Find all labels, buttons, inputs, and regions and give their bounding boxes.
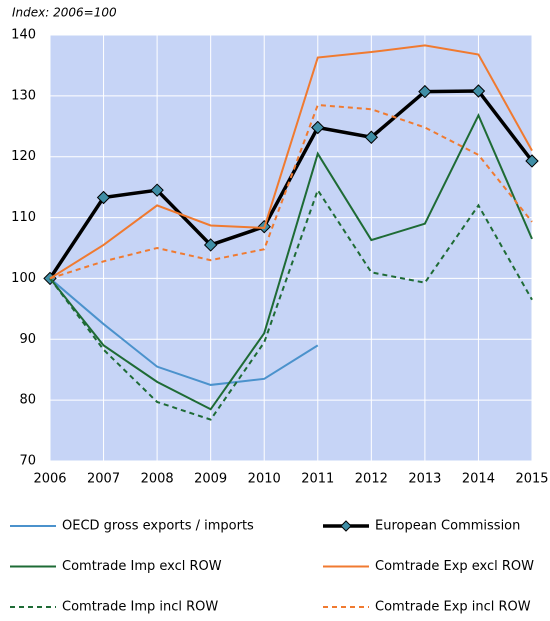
- x-tick-label: 2008: [141, 472, 174, 487]
- legend-label: Comtrade Imp excl ROW: [62, 559, 222, 574]
- y-tick-label: 70: [19, 454, 36, 469]
- data-point: [471, 84, 486, 98]
- y-tick-label: 80: [19, 393, 36, 408]
- x-tick-label: 2006: [33, 472, 66, 487]
- x-tick-label: 2009: [194, 472, 227, 487]
- legend-label: Comtrade Exp incl ROW: [375, 600, 531, 615]
- x-tick-label: 2010: [248, 472, 281, 487]
- legend-label: European Commission: [375, 519, 520, 534]
- data-point: [150, 183, 164, 197]
- legend-marker: [340, 520, 352, 532]
- legend-label: Comtrade Imp incl ROW: [62, 600, 218, 615]
- chart-subtitle: Index: 2006=100: [12, 6, 117, 20]
- x-tick-label: 2014: [462, 472, 495, 487]
- y-tick-label: 100: [11, 271, 36, 286]
- data-point: [96, 190, 111, 205]
- plot-area: [50, 35, 532, 461]
- series-line: [49, 112, 533, 411]
- legend-label: Comtrade Exp excl ROW: [375, 559, 534, 574]
- x-tick-label: 2013: [408, 472, 441, 487]
- series-line: [49, 187, 533, 421]
- y-tick-label: 120: [11, 149, 36, 164]
- y-tick-label: 130: [11, 88, 36, 103]
- series-line: [49, 44, 533, 280]
- x-tick-label: 2015: [515, 472, 548, 487]
- data-point: [203, 238, 218, 252]
- data-point: [364, 130, 379, 144]
- y-tick-label: 140: [11, 28, 36, 43]
- series-line: [49, 103, 533, 280]
- data-point: [525, 154, 539, 168]
- x-tick-label: 2011: [301, 472, 334, 487]
- y-tick-label: 90: [19, 332, 36, 347]
- legend-label: OECD gross exports / imports: [62, 519, 254, 534]
- y-tick-label: 110: [11, 210, 36, 225]
- data-point: [311, 120, 325, 135]
- x-tick-label: 2012: [355, 472, 388, 487]
- x-tick-label: 2007: [87, 472, 120, 487]
- data-point: [418, 84, 432, 99]
- series-line: [49, 277, 319, 386]
